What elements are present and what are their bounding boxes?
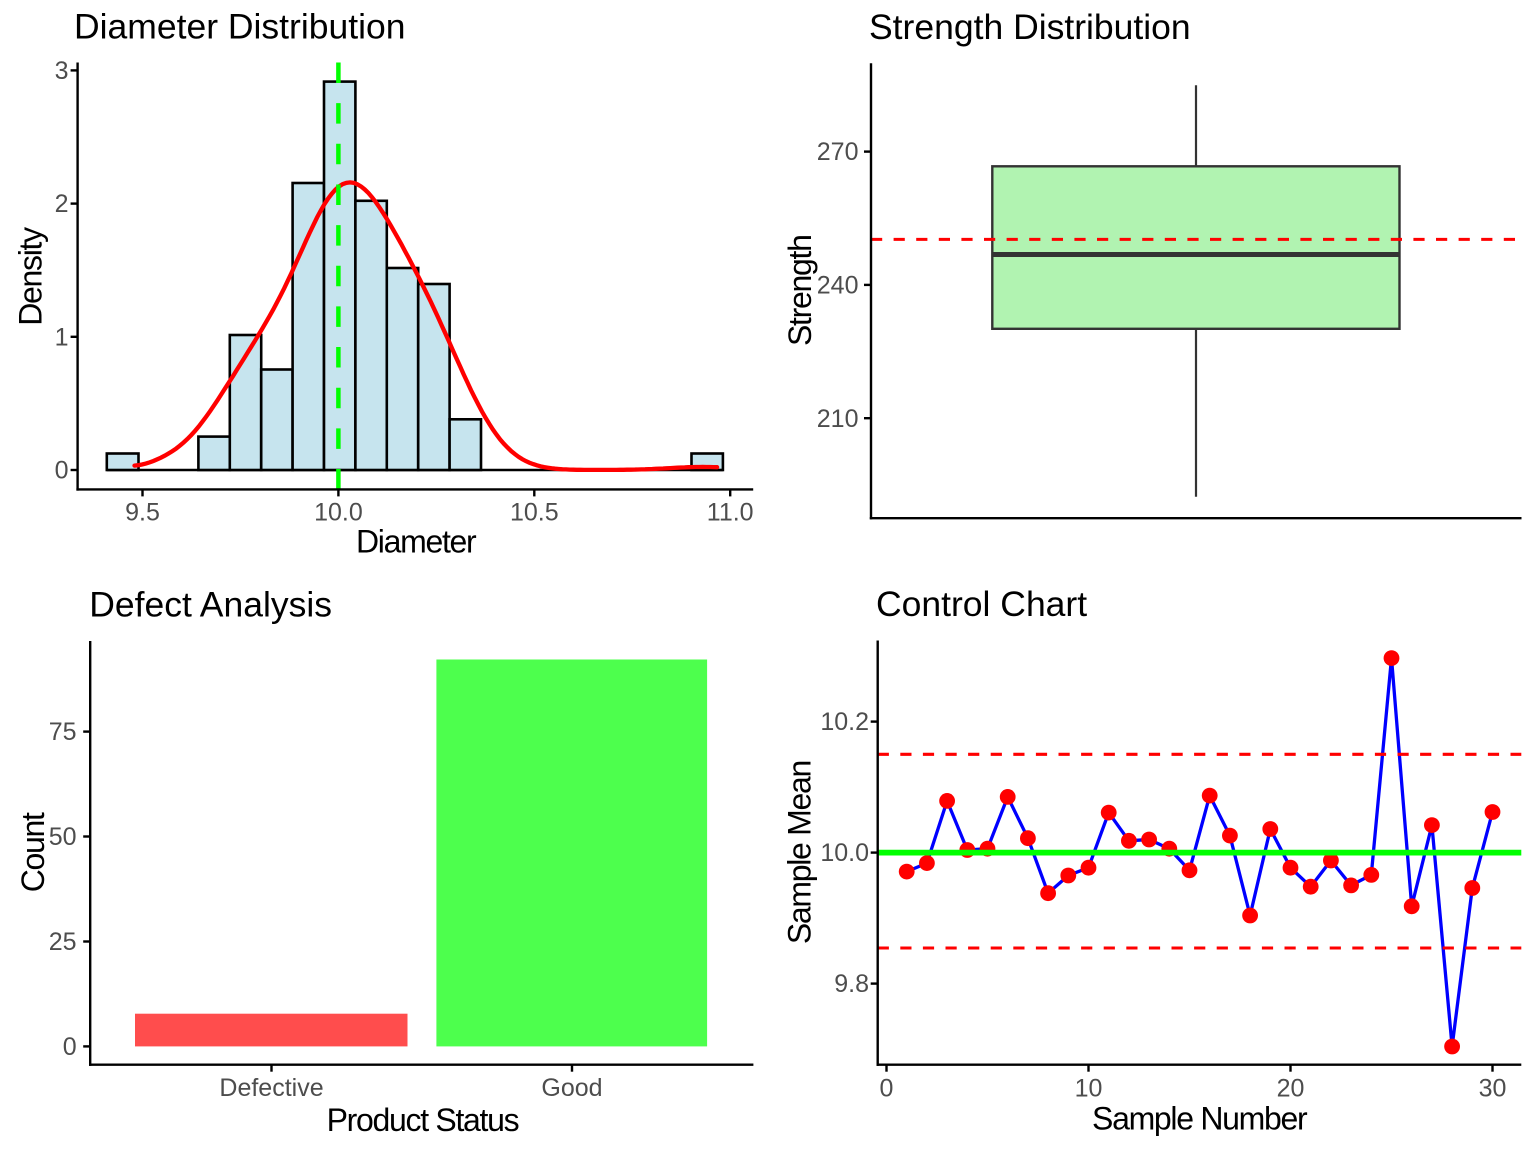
- svg-text:2: 2: [55, 190, 69, 218]
- svg-text:20: 20: [1277, 1074, 1305, 1102]
- svg-text:0: 0: [55, 457, 69, 485]
- svg-text:Defective: Defective: [219, 1074, 323, 1102]
- svg-text:10.0: 10.0: [314, 498, 363, 526]
- svg-text:240: 240: [817, 272, 859, 300]
- svg-text:9.5: 9.5: [125, 498, 160, 526]
- svg-text:25: 25: [49, 928, 77, 956]
- svg-text:Defect Analysis: Defect Analysis: [89, 585, 332, 625]
- svg-text:Sample Mean: Sample Mean: [782, 761, 818, 944]
- svg-text:30: 30: [1479, 1074, 1507, 1102]
- svg-text:Sample Number: Sample Number: [1092, 1101, 1308, 1137]
- svg-text:Good: Good: [541, 1074, 602, 1102]
- svg-text:Count: Count: [15, 812, 51, 892]
- svg-text:Diameter Distribution: Diameter Distribution: [74, 7, 405, 47]
- svg-text:0: 0: [63, 1033, 77, 1061]
- svg-text:210: 210: [817, 405, 859, 433]
- svg-text:Control Chart: Control Chart: [876, 584, 1087, 624]
- svg-text:0: 0: [880, 1074, 894, 1102]
- svg-text:10.2: 10.2: [820, 708, 869, 736]
- svg-text:9.8: 9.8: [834, 970, 869, 998]
- svg-text:3: 3: [55, 57, 69, 85]
- svg-text:Strength Distribution: Strength Distribution: [869, 7, 1191, 47]
- svg-text:10.0: 10.0: [820, 839, 869, 867]
- svg-text:10.5: 10.5: [510, 498, 559, 526]
- svg-text:50: 50: [49, 823, 77, 851]
- svg-text:Product Status: Product Status: [327, 1102, 519, 1138]
- svg-text:11.0: 11.0: [707, 498, 754, 526]
- svg-text:75: 75: [49, 718, 77, 746]
- svg-text:1: 1: [55, 323, 69, 351]
- svg-text:10: 10: [1075, 1074, 1103, 1102]
- svg-text:Density: Density: [13, 227, 49, 326]
- svg-text:270: 270: [817, 138, 859, 166]
- svg-text:Strength: Strength: [782, 235, 818, 346]
- svg-text:Diameter: Diameter: [356, 524, 477, 560]
